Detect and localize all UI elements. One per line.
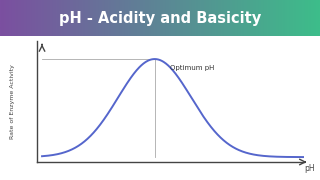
- Text: pH: pH: [304, 163, 315, 172]
- Text: Rate of Enzyme Activity: Rate of Enzyme Activity: [10, 64, 15, 139]
- Text: Optimum pH: Optimum pH: [170, 65, 215, 71]
- Text: pH - Acidity and Basicity: pH - Acidity and Basicity: [59, 10, 261, 26]
